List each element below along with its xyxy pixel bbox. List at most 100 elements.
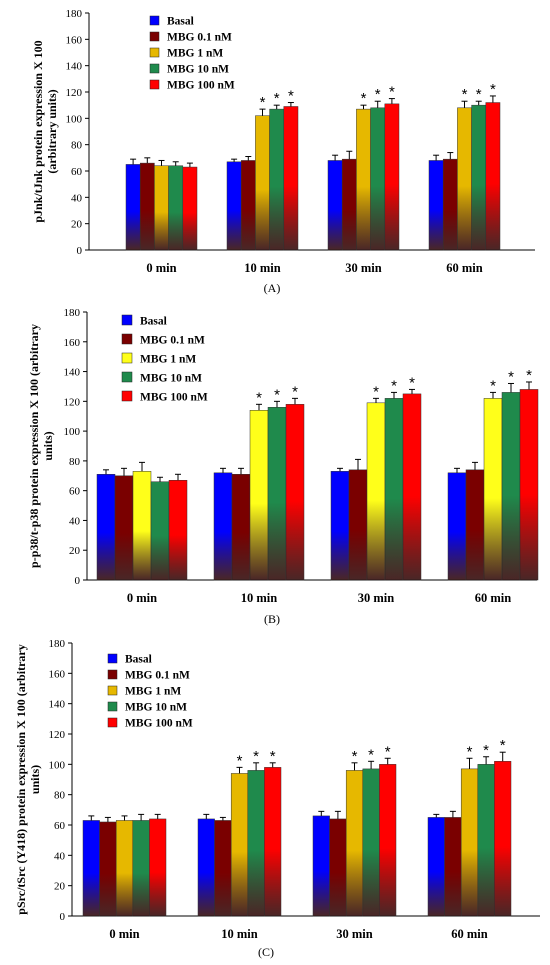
y-tick-label: 40 [69,515,81,527]
legend-label: Basal [140,316,167,328]
bar [485,102,501,251]
legend-swatch [149,79,160,90]
bar [457,107,472,251]
y-tick-label: 0 [75,575,81,587]
legend-label: MBG 100 nM [125,718,193,730]
bar [231,474,251,581]
y-tick-label: 120 [64,396,81,408]
bar [370,107,386,251]
bar [214,820,232,917]
bar [362,768,380,917]
significance-star: * [375,86,381,103]
significance-star: * [292,383,298,400]
bar [115,820,134,917]
bar [330,471,350,581]
legend-swatch [107,669,118,680]
category-label: 60 min [475,591,512,605]
y-tick-label: 160 [49,668,66,680]
significance-star: * [352,748,358,765]
bar [483,398,503,581]
bar [477,764,495,917]
legend-swatch [121,333,133,345]
category-label: 30 min [336,927,373,941]
legend-swatch [107,653,118,664]
legend-label: MBG 10 nM [125,702,187,714]
significance-star: * [389,84,395,101]
panel-label: (C) [258,945,274,959]
significance-star: * [361,90,367,107]
y-tick-label: 40 [54,850,66,862]
legend-label: MBG 100 nM [140,392,208,404]
legend-swatch [107,717,118,728]
significance-star: * [391,377,397,394]
significance-star: * [385,743,391,760]
category-label: 30 min [345,261,382,275]
bar [99,821,117,917]
bar [402,393,422,581]
category-label: 10 min [244,261,281,275]
legend-swatch [149,31,160,42]
category-label: 60 min [446,261,483,275]
y-tick-label: 160 [64,337,81,349]
category-label: 0 min [127,591,157,605]
legend-label: MBG 1 nM [140,354,196,366]
legend-swatch [149,15,160,26]
significance-star: * [476,86,482,103]
y-tick-label: 100 [49,759,66,771]
significance-star: * [490,377,496,394]
legend-label: MBG 10 nM [140,373,202,385]
bar [379,764,397,917]
category-label: 60 min [451,927,488,941]
bar [230,773,249,917]
bar [329,818,347,917]
legend-label: MBG 1 nM [167,48,223,60]
bar [384,398,404,581]
bar [168,165,184,251]
y-tick-label: 160 [66,34,83,46]
y-axis-label: pSrc/tSrc (Y418) protein expression X 10… [14,644,28,914]
significance-star: * [237,752,243,769]
bar [150,481,170,581]
bar [125,164,141,251]
legend-swatch [121,371,133,383]
legend-swatch [121,352,133,364]
legend-label: Basal [167,16,194,28]
y-tick-label: 180 [64,307,81,319]
legend-label: MBG 0.1 nM [140,335,205,347]
legend-swatch [121,314,133,326]
bar [348,469,368,581]
significance-star: * [256,389,262,406]
legend-label: MBG 1 nM [125,686,181,698]
y-axis-label: units) [41,431,55,460]
bar [519,389,539,581]
y-tick-label: 180 [66,8,83,20]
bar [114,475,134,581]
bar [82,820,100,917]
legend-swatch [149,47,160,58]
bar [240,160,256,251]
y-tick-label: 60 [54,820,66,832]
legend-swatch [107,685,118,696]
y-tick-label: 80 [69,456,81,468]
y-tick-label: 20 [71,219,83,231]
chart-panel-1: 0 20 40 60 80 100 120 140 160 180 pJnk/tJnk protei… [31,8,535,295]
significance-star: * [260,94,266,111]
chart-panel-3: 0 20 40 60 80 100 120 140 160 180 pSrc/tSrc (Y418)… [14,638,540,959]
significance-star: * [288,88,294,105]
significance-star: * [500,737,506,754]
y-tick-label: 180 [49,638,66,650]
panel-label: (A) [264,281,281,295]
bar [132,820,150,917]
significance-star: * [253,748,259,765]
legend-swatch [107,701,118,712]
significance-star: * [462,86,468,103]
y-axis-label: units) [28,765,42,794]
legend-label: MBG 0.1 nM [167,32,232,44]
bar [197,818,215,917]
bar [264,767,282,917]
category-label: 10 min [221,927,258,941]
bar [283,106,299,251]
bar [384,103,400,251]
y-axis-label: (arbitrary units) [45,89,59,173]
y-tick-label: 120 [66,87,83,99]
